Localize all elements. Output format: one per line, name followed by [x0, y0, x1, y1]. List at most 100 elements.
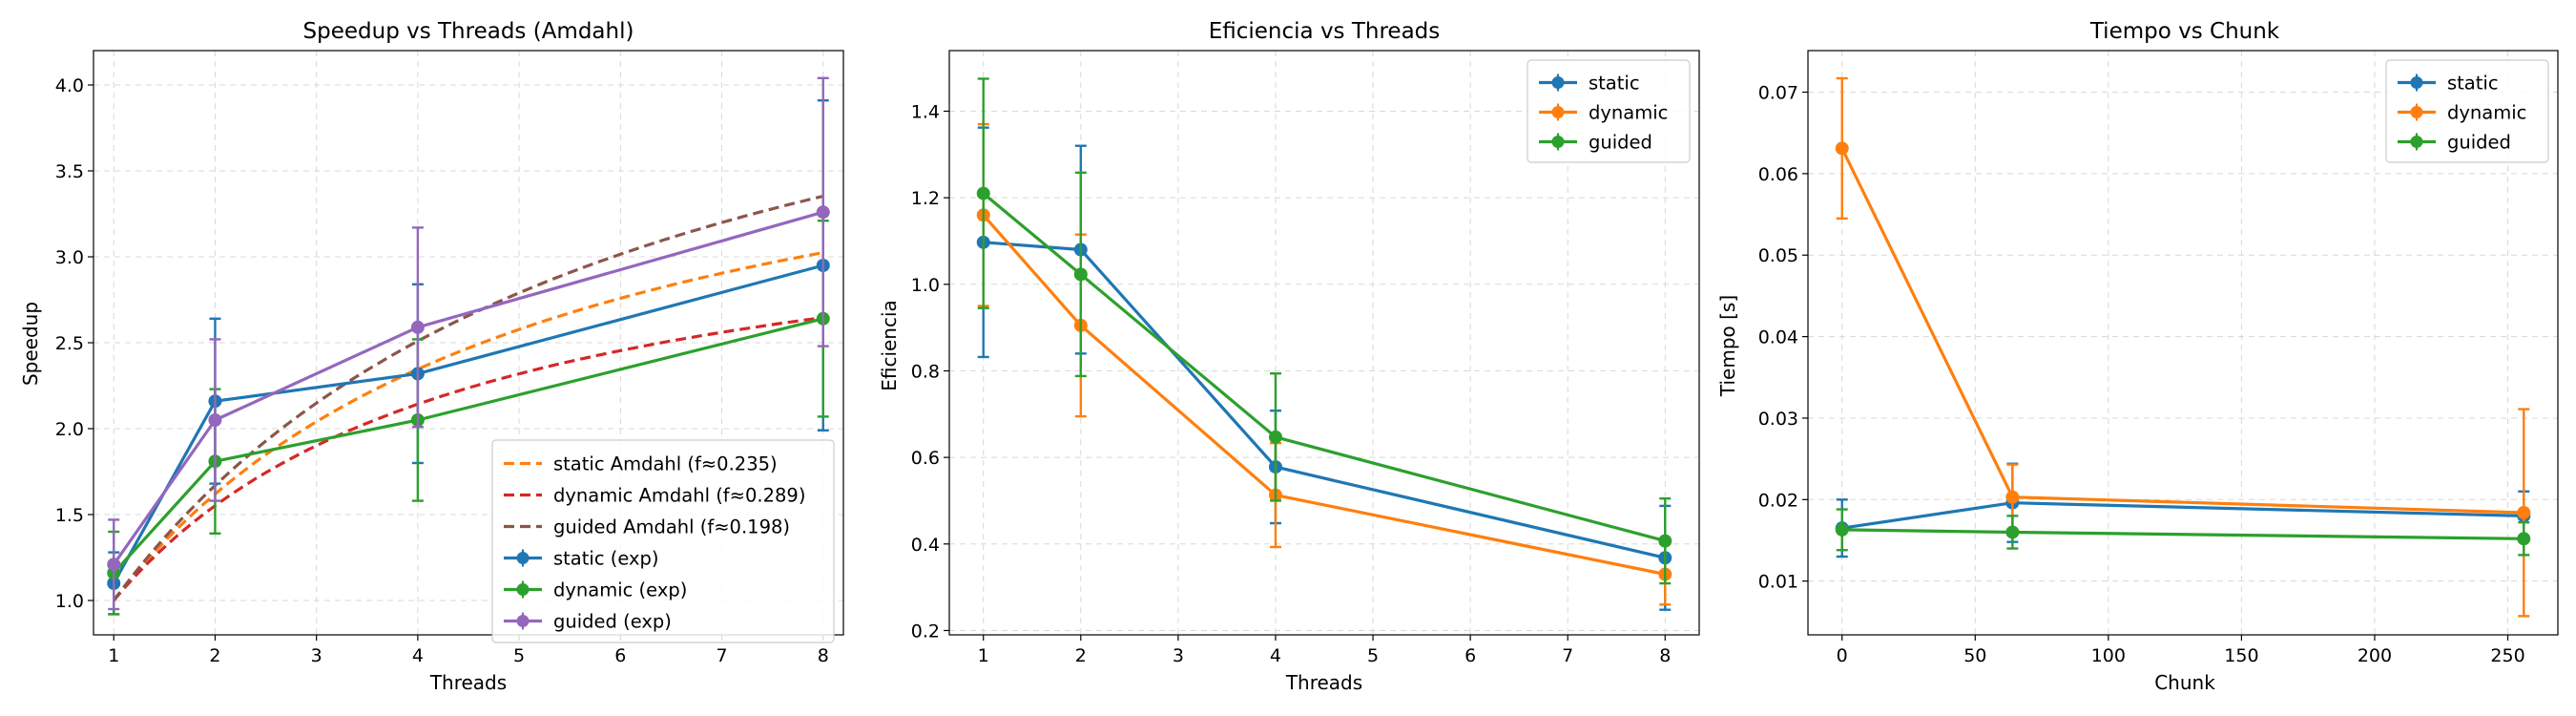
legend: static Amdahl (f≈0.235) dynamic Amdahl (f…: [491, 439, 835, 643]
y-tick-label: 0.06: [1758, 164, 1798, 185]
data-point: [107, 558, 121, 572]
x-axis-label: Threads: [1285, 671, 1362, 694]
amdahl-curve-guided-amdahl-f-0-198: [112, 194, 824, 601]
y-tick-label: 4.0: [55, 75, 84, 96]
panel-speedup-vs-threads: Speedup vs Threads (Amdahl) Threads Spee…: [19, 19, 844, 694]
y-tick-label: 0.04: [1758, 327, 1798, 348]
data-point: [2517, 505, 2531, 519]
x-tick-label: 4: [412, 645, 424, 666]
y-tick-label: 1.5: [55, 505, 84, 526]
y-tick-label: 1.0: [55, 591, 84, 612]
x-tick-label: 2: [1075, 645, 1087, 666]
legend-label: static (exp): [553, 548, 659, 570]
series-line: [113, 317, 824, 575]
data-point: [1658, 534, 1672, 548]
legend-label: dynamic: [1589, 102, 1668, 124]
y-tick-label: 3.5: [55, 161, 84, 182]
x-tick-label: 8: [818, 645, 829, 666]
x-tick-label: 3: [1173, 645, 1184, 666]
data-point: [2005, 490, 2020, 504]
legend-swatch-marker: [2410, 76, 2423, 89]
y-tick-label: 3.0: [55, 247, 84, 268]
x-tick-label: 7: [1562, 645, 1573, 666]
series-guided-exp: [107, 76, 830, 611]
legend-box: [1527, 59, 1691, 163]
series-guided: [1835, 508, 2531, 557]
legend-box: [491, 439, 835, 643]
legend: static dynamic guided: [1527, 59, 1691, 163]
x-tick-label: 0: [1837, 645, 1848, 666]
x-tick-label: 6: [614, 645, 626, 666]
x-tick-label: 1: [978, 645, 989, 666]
x-tick-label: 2: [209, 645, 220, 666]
legend-label: dynamic (exp): [553, 579, 687, 601]
series-line: [983, 241, 1666, 559]
data-point: [1073, 267, 1088, 282]
amdahl-curve-static-amdahl-f-0-235: [112, 251, 824, 601]
panel-eficiencia-vs-threads: Eficiencia vs Threads Threads Eficiencia…: [878, 19, 1700, 694]
x-tick-label: 4: [1270, 645, 1281, 666]
data-point: [1835, 141, 1849, 156]
y-tick-label: 1.0: [911, 275, 940, 296]
x-tick-label: 7: [716, 645, 727, 666]
y-axis-label: Speedup: [19, 302, 42, 386]
y-tick-label: 0.6: [911, 448, 940, 469]
chart-title: Speedup vs Threads (Amdahl): [303, 19, 634, 44]
chart-title: Eficiencia vs Threads: [1209, 19, 1441, 44]
legend-label: guided: [2447, 132, 2511, 154]
y-tick-label: 1.4: [911, 101, 940, 122]
legend-swatch-marker: [1551, 106, 1565, 118]
data-point: [816, 205, 830, 220]
data-point: [2005, 525, 2020, 539]
y-tick-label: 0.4: [911, 535, 940, 556]
legend-label: guided: [1589, 132, 1652, 154]
series-line: [982, 192, 1666, 543]
legend-swatch-marker: [1551, 136, 1565, 148]
x-tick-label: 6: [1465, 645, 1476, 666]
x-tick-label: 250: [2490, 645, 2524, 666]
legend: static dynamic guided: [2385, 59, 2549, 163]
data-point: [1835, 522, 1849, 537]
x-tick-label: 3: [311, 645, 322, 666]
x-tick-label: 1: [108, 645, 119, 666]
legend-label: static Amdahl (f≈0.235): [553, 453, 778, 475]
legend-label: static: [1589, 73, 1640, 95]
legend-label: guided (exp): [553, 611, 672, 633]
data-point: [1268, 430, 1282, 444]
legend-label: dynamic: [2447, 102, 2526, 124]
series-guided: [976, 77, 1672, 585]
x-axis-label: Chunk: [2154, 671, 2215, 694]
y-tick-label: 0.8: [911, 361, 940, 382]
plot-frame: [93, 50, 844, 636]
legend-swatch-marker: [2410, 106, 2423, 118]
x-axis-label: Threads: [429, 671, 507, 694]
series-line: [112, 210, 824, 566]
legend-label: dynamic Amdahl (f≈0.289): [553, 485, 805, 507]
x-tick-label: 100: [2091, 645, 2126, 666]
legend-swatch-marker: [516, 583, 530, 596]
y-axis-label: Eficiencia: [878, 300, 901, 391]
x-tick-label: 50: [1963, 645, 1986, 666]
panel-tiempo-vs-chunk: Tiempo vs Chunk Chunk Tiempo [s] 0 50 100 1…: [1716, 19, 2559, 694]
x-tick-label: 150: [2224, 645, 2258, 666]
y-tick-label: 0.03: [1758, 409, 1798, 430]
y-tick-label: 0.05: [1758, 245, 1798, 266]
legend-swatch-marker: [516, 615, 530, 627]
data-point: [208, 413, 222, 427]
data-point: [410, 320, 425, 334]
x-tick-label: 8: [1659, 645, 1671, 666]
y-tick-label: 2.5: [55, 333, 84, 354]
legend-box: [2385, 59, 2549, 163]
y-tick-label: 0.2: [911, 621, 940, 642]
x-tick-label: 5: [1367, 645, 1379, 666]
data-point: [2517, 532, 2531, 546]
x-tick-label: 200: [2358, 645, 2392, 666]
legend-label: guided Amdahl (f≈0.198): [553, 516, 790, 538]
x-tick-label: 5: [513, 645, 525, 666]
chart-title: Tiempo vs Chunk: [2089, 19, 2280, 44]
plot-frame: [948, 50, 1700, 636]
plot-frame: [1807, 50, 2559, 636]
legend-swatch-marker: [1551, 76, 1565, 89]
legend-label: static: [2447, 73, 2499, 95]
